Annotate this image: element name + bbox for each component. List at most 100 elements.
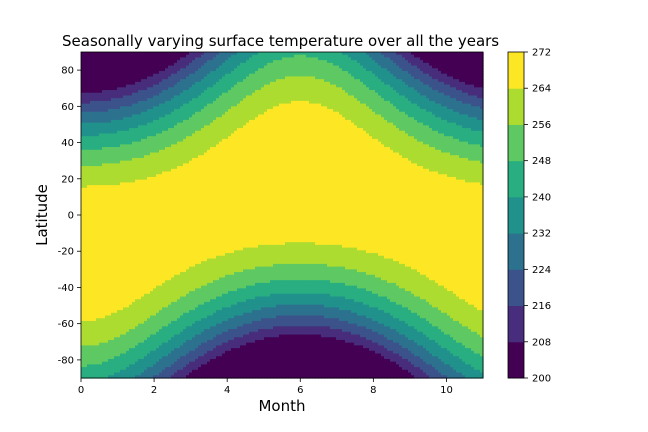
contour-cell bbox=[441, 103, 445, 107]
contour-cell bbox=[399, 81, 403, 86]
contour-cell bbox=[273, 114, 277, 118]
contour-cell bbox=[177, 52, 181, 56]
contour-cell bbox=[456, 98, 460, 102]
contour-cell bbox=[111, 87, 115, 91]
contour-cell bbox=[426, 95, 430, 99]
contour-cell bbox=[261, 95, 265, 99]
contour-cell bbox=[141, 125, 145, 129]
contour-cell bbox=[219, 81, 223, 86]
contour-cell bbox=[243, 76, 247, 80]
contour-cell bbox=[393, 52, 397, 56]
contour-cell bbox=[90, 136, 94, 140]
contour-cell bbox=[318, 62, 322, 67]
contour-cell bbox=[252, 106, 256, 110]
contour-cell bbox=[231, 117, 235, 121]
contour-cell bbox=[165, 57, 169, 61]
contour-cell bbox=[372, 79, 376, 83]
contour-cell bbox=[195, 136, 199, 140]
contour-cell bbox=[153, 125, 157, 129]
contour-cell bbox=[357, 65, 361, 69]
contour-cell bbox=[225, 71, 229, 75]
contour-cell bbox=[180, 111, 184, 116]
contour-cell bbox=[111, 114, 115, 118]
contour-cell bbox=[177, 81, 181, 86]
contour-cell bbox=[255, 106, 259, 110]
contour-cell bbox=[417, 130, 421, 135]
contour-cell bbox=[90, 68, 94, 72]
contour-cell bbox=[273, 90, 277, 94]
contour-cell bbox=[207, 98, 211, 102]
contour-cell bbox=[393, 111, 397, 116]
contour-cell bbox=[333, 71, 337, 75]
contour-cell bbox=[81, 128, 85, 132]
contour-cell bbox=[81, 76, 85, 80]
contour-cell bbox=[423, 79, 427, 83]
contour-cell bbox=[276, 60, 280, 64]
contour-cell bbox=[375, 119, 379, 124]
contour-cell bbox=[459, 68, 463, 72]
contour-cell bbox=[222, 54, 226, 59]
contour-cell bbox=[177, 84, 181, 88]
contour-cell bbox=[288, 81, 292, 86]
contour-cell bbox=[111, 90, 115, 94]
contour-cell bbox=[288, 111, 292, 116]
contour-cell bbox=[393, 130, 397, 135]
contour-cell bbox=[198, 68, 202, 72]
contour-cell bbox=[360, 130, 364, 135]
contour-cell bbox=[333, 79, 337, 83]
contour-cell bbox=[114, 138, 118, 143]
contour-cell bbox=[90, 103, 94, 107]
contour-cell bbox=[252, 81, 256, 86]
contour-cell bbox=[201, 106, 205, 110]
contour-cell bbox=[129, 95, 133, 99]
contour-cell bbox=[366, 62, 370, 67]
contour-cell bbox=[225, 122, 229, 126]
contour-cell bbox=[300, 119, 304, 124]
contour-cell bbox=[390, 60, 394, 64]
contour-cell bbox=[180, 73, 184, 78]
contour-cell bbox=[309, 122, 313, 126]
contour-cell bbox=[378, 73, 382, 78]
contour-cell bbox=[264, 52, 268, 56]
contour-cell bbox=[423, 76, 427, 80]
contour-cell bbox=[432, 87, 436, 91]
contour-cell bbox=[210, 128, 214, 132]
contour-cell bbox=[321, 62, 325, 67]
contour-cell bbox=[327, 60, 331, 64]
contour-cell bbox=[372, 54, 376, 59]
contour-cell bbox=[387, 95, 391, 99]
contour-cell bbox=[198, 133, 202, 137]
contour-cell bbox=[459, 79, 463, 83]
contour-cell bbox=[354, 71, 358, 75]
contour-cell bbox=[204, 136, 208, 140]
contour-cell bbox=[399, 98, 403, 102]
contour-cell bbox=[261, 100, 265, 105]
contour-cell bbox=[357, 62, 361, 67]
contour-cell bbox=[165, 125, 169, 129]
contour-cell bbox=[459, 57, 463, 61]
contour-cell bbox=[342, 57, 346, 61]
contour-cell bbox=[171, 114, 175, 118]
contour-cell bbox=[150, 106, 154, 110]
contour-cell bbox=[315, 65, 319, 69]
contour-cell bbox=[249, 100, 253, 105]
contour-cell bbox=[216, 98, 220, 102]
contour-cell bbox=[240, 62, 244, 67]
contour-cell bbox=[138, 60, 142, 64]
contour-cell bbox=[144, 122, 148, 126]
contour-cell bbox=[447, 95, 451, 99]
contour-cell bbox=[282, 73, 286, 78]
contour-cell bbox=[369, 117, 373, 121]
contour-cell bbox=[264, 95, 268, 99]
contour-cell bbox=[138, 79, 142, 83]
contour-cell bbox=[279, 60, 283, 64]
contour-cell bbox=[93, 57, 97, 61]
contour-cell bbox=[288, 125, 292, 129]
contour-cell bbox=[321, 133, 325, 137]
contour-cell bbox=[258, 81, 262, 86]
contour-cell bbox=[351, 57, 355, 61]
contour-cell bbox=[90, 95, 94, 99]
contour-cell bbox=[138, 68, 142, 72]
contour-cell bbox=[261, 57, 265, 61]
contour-cell bbox=[258, 68, 262, 72]
